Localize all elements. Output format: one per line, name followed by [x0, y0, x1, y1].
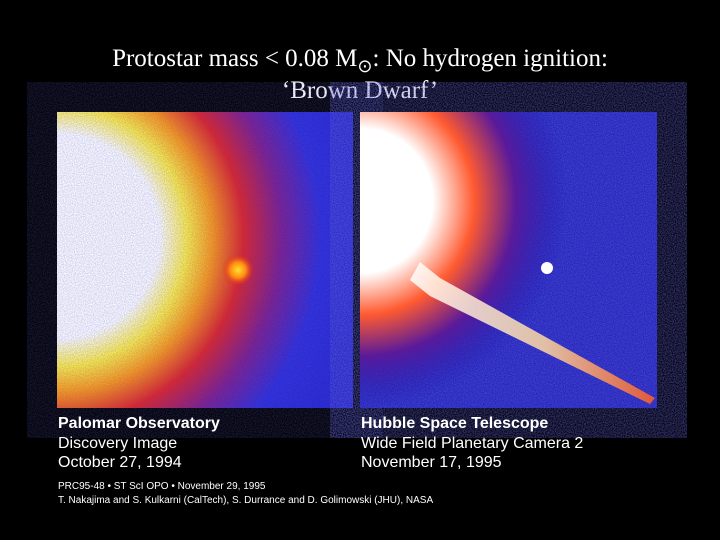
credit: PRC95-48 • ST ScI OPO • November 29, 199… [58, 481, 266, 492]
right-caption: Hubble Space Telescope [361, 415, 548, 432]
title-line-1: Protostar mass < 0.08 M⊙: No hydrogen ig… [112, 45, 608, 76]
credit: T. Nakajima and S. Kulkarni (CalTech), S… [58, 495, 433, 506]
left-caption: October 27, 1994 [58, 454, 182, 471]
right-caption: Wide Field Planetary Camera 2 [361, 435, 583, 452]
right-caption: November 17, 1995 [361, 454, 502, 471]
left-caption: Palomar Observatory [58, 415, 220, 432]
title-line-2: ‘Brown Dwarf’ [282, 77, 438, 104]
palomar-image [57, 112, 353, 408]
hubble-image [360, 112, 657, 408]
left-caption: Discovery Image [58, 435, 177, 452]
